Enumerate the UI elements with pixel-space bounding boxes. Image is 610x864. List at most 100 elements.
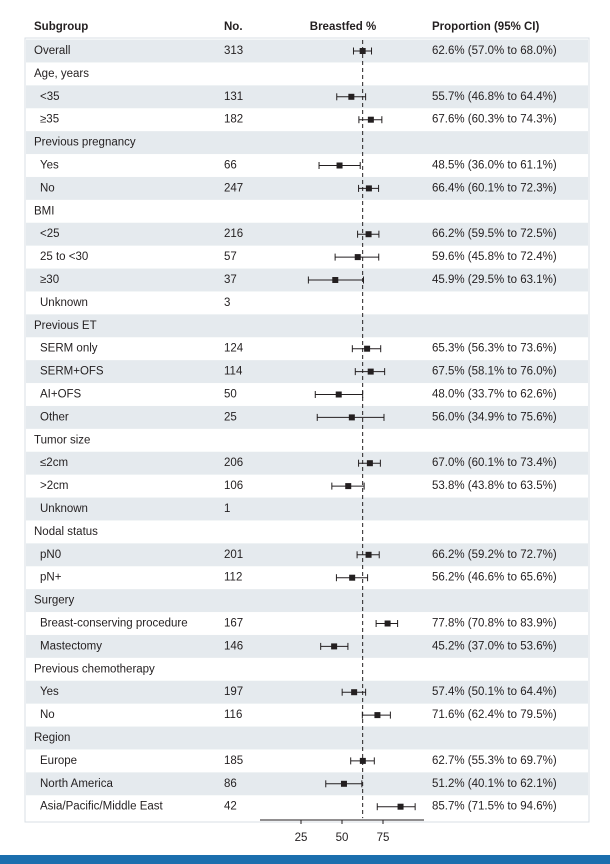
ci-label: 45.2% (37.0% to 53.6%) xyxy=(432,640,557,652)
row-shade xyxy=(26,543,588,567)
ci-label: 55.7% (46.8% to 64.4%) xyxy=(432,91,557,103)
row-shade xyxy=(26,772,588,796)
ci-label: 62.6% (57.0% to 68.0%) xyxy=(432,45,557,57)
row-count: 66 xyxy=(224,160,237,172)
ci-label: 67.5% (58.1% to 76.0%) xyxy=(432,366,557,378)
row-count: 167 xyxy=(224,618,243,630)
ci-label: 66.2% (59.5% to 72.5%) xyxy=(432,228,557,240)
row-count: 3 xyxy=(224,297,230,309)
ci-label: 67.0% (60.1% to 73.4%) xyxy=(432,457,557,469)
row-shade xyxy=(26,497,588,521)
row-label: ≤2cm xyxy=(40,457,68,469)
ci-label: 66.2% (59.2% to 72.7%) xyxy=(432,549,557,561)
row-label: No xyxy=(40,709,55,721)
row-count: 50 xyxy=(224,389,237,401)
ci-label: 45.9% (29.5% to 63.1%) xyxy=(432,274,557,286)
row-shade xyxy=(26,131,588,155)
row-label: <25 xyxy=(40,228,60,240)
row-count: 116 xyxy=(224,709,242,721)
point-estimate xyxy=(384,620,391,627)
point-estimate xyxy=(332,277,339,283)
ci-label: 71.6% (62.4% to 79.5%) xyxy=(432,709,557,721)
x-tick-label: 25 xyxy=(295,832,308,844)
row-label: Asia/Pacific/Middle East xyxy=(40,801,164,813)
row-shade xyxy=(26,634,588,658)
ci-label: 65.3% (56.3% to 73.6%) xyxy=(432,343,557,355)
point-estimate xyxy=(366,460,373,467)
column-header: Subgroup xyxy=(34,21,88,33)
row-label: Age, years xyxy=(34,68,89,80)
row-label: ≥30 xyxy=(40,274,59,286)
ci-label: 62.7% (55.3% to 69.7%) xyxy=(432,755,557,767)
row-count: 112 xyxy=(224,572,242,584)
point-estimate xyxy=(348,93,355,100)
ci-label: 56.0% (34.9% to 75.6%) xyxy=(432,411,557,423)
point-estimate xyxy=(354,254,361,261)
row-count: 247 xyxy=(224,182,243,194)
row-label: Previous pregnancy xyxy=(34,137,136,149)
row-label: Previous chemotherapy xyxy=(34,663,155,675)
row-label: Yes xyxy=(40,160,59,172)
row-label: ≥35 xyxy=(40,114,59,126)
row-count: 182 xyxy=(224,114,243,126)
row-label: No xyxy=(40,182,55,194)
row-shade xyxy=(26,726,588,750)
ci-label: 77.8% (70.8% to 83.9%) xyxy=(432,618,557,630)
row-count: 42 xyxy=(224,801,237,813)
row-shade xyxy=(26,176,588,200)
row-count: 206 xyxy=(224,457,243,469)
row-count: 106 xyxy=(224,480,243,492)
row-shade xyxy=(26,39,588,63)
row-label: AI+OFS xyxy=(40,389,82,401)
row-backgrounds xyxy=(26,39,588,796)
row-shade xyxy=(26,268,588,292)
row-label: Europe xyxy=(40,755,77,767)
panel xyxy=(24,37,590,823)
row-shade xyxy=(26,589,588,613)
row-label: Previous ET xyxy=(34,320,97,332)
row-count: 201 xyxy=(224,549,243,561)
column-header: No. xyxy=(224,21,243,33)
ci-label: 56.2% (46.6% to 65.6%) xyxy=(432,572,557,584)
point-estimate xyxy=(345,483,352,490)
row-label: Breast-conserving procedure xyxy=(40,618,188,630)
row-count: 37 xyxy=(224,274,237,286)
ci-label: 85.7% (71.5% to 94.6%) xyxy=(432,801,557,813)
row-shade xyxy=(26,85,588,109)
row-shade xyxy=(26,360,588,384)
row-label: SERM only xyxy=(40,343,98,355)
row-label: Yes xyxy=(40,686,59,698)
column-header: Proportion (95% CI) xyxy=(432,21,540,33)
point-estimate xyxy=(348,414,355,421)
point-estimate xyxy=(351,689,358,696)
row-label: Nodal status xyxy=(34,526,98,538)
row-count: 216 xyxy=(224,228,243,240)
row-shade xyxy=(26,451,588,475)
row-count: 185 xyxy=(224,755,243,767)
row-count: 57 xyxy=(224,251,237,263)
row-label: 25 to <30 xyxy=(40,251,88,263)
point-estimate xyxy=(365,231,372,238)
point-estimate xyxy=(340,780,347,787)
row-shade xyxy=(26,314,588,338)
column-header: Breastfed % xyxy=(310,21,376,33)
ci-label: 48.0% (33.7% to 62.6%) xyxy=(432,389,557,401)
row-label: Region xyxy=(34,732,70,744)
row-count: 313 xyxy=(224,45,243,57)
row-label: Unknown xyxy=(40,503,88,515)
x-tick-label: 50 xyxy=(336,832,349,844)
row-label: Surgery xyxy=(34,595,75,607)
x-tick-label: 75 xyxy=(377,832,390,844)
point-estimate xyxy=(365,185,372,192)
ci-label: 59.6% (45.8% to 72.4%) xyxy=(432,251,557,263)
row-count: 114 xyxy=(224,366,243,378)
row-label: Mastectomy xyxy=(40,640,102,652)
row-label: Tumor size xyxy=(34,434,90,446)
row-label: SERM+OFS xyxy=(40,366,104,378)
row-label: <35 xyxy=(40,91,60,103)
row-shade xyxy=(26,680,588,704)
row-count: 146 xyxy=(224,640,243,652)
point-estimate xyxy=(335,391,342,398)
